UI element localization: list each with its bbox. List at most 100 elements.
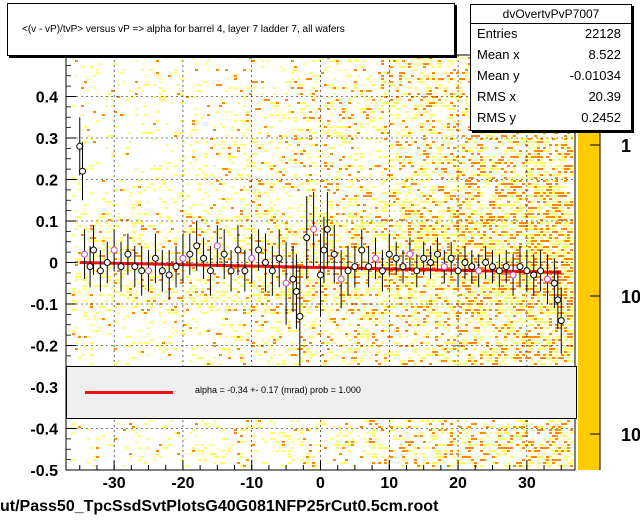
heat-cell <box>300 87 303 89</box>
heat-cell <box>78 183 81 185</box>
heat-cell <box>162 246 165 248</box>
heat-cell <box>333 132 336 134</box>
heat-cell <box>132 249 135 251</box>
heat-cell <box>138 447 141 449</box>
heat-cell <box>435 327 438 329</box>
heat-cell <box>501 273 504 275</box>
heat-cell <box>405 135 408 137</box>
heat-cell <box>384 285 387 287</box>
heat-cell <box>435 201 438 203</box>
heat-cell <box>339 429 342 431</box>
heat-cell <box>141 240 144 242</box>
heat-cell <box>132 204 135 206</box>
heat-cell <box>417 222 420 224</box>
heat-cell <box>390 420 393 422</box>
heat-cell <box>504 171 507 173</box>
heat-cell <box>324 84 327 86</box>
heat-cell <box>282 243 285 245</box>
heat-cell <box>225 312 228 314</box>
heat-cell <box>147 309 150 311</box>
heat-cell <box>435 312 438 314</box>
heat-cell <box>360 153 363 155</box>
heat-cell <box>393 429 396 431</box>
heat-cell <box>132 261 135 263</box>
heat-cell <box>411 288 414 290</box>
heat-cell <box>102 306 105 308</box>
heat-cell <box>450 114 453 116</box>
heat-cell <box>261 183 264 185</box>
heat-cell <box>135 255 138 257</box>
heat-cell <box>444 420 447 422</box>
heat-cell <box>234 279 237 281</box>
heat-cell <box>348 204 351 206</box>
heat-cell <box>369 207 372 209</box>
heat-cell <box>171 333 174 335</box>
heat-cell <box>198 234 201 236</box>
heat-cell <box>336 63 339 65</box>
heat-cell <box>474 210 477 212</box>
heat-cell <box>180 279 183 281</box>
heat-cell <box>501 279 504 281</box>
heat-cell <box>228 357 231 359</box>
heat-cell <box>462 255 465 257</box>
heat-cell <box>432 201 435 203</box>
heat-cell <box>273 273 276 275</box>
heat-cell <box>360 156 363 158</box>
heat-cell <box>330 249 333 251</box>
heat-cell <box>360 333 363 335</box>
heat-cell <box>276 441 279 443</box>
heat-cell <box>351 360 354 362</box>
heat-cell <box>327 255 330 257</box>
heat-cell <box>264 441 267 443</box>
heat-cell <box>72 423 75 425</box>
heat-cell <box>375 429 378 431</box>
heat-cell <box>255 141 258 143</box>
heat-cell <box>87 438 90 440</box>
heat-cell <box>288 456 291 458</box>
heat-cell <box>153 246 156 248</box>
heat-cell <box>456 84 459 86</box>
heat-cell <box>399 123 402 125</box>
heat-cell <box>324 309 327 311</box>
heat-cell <box>375 216 378 218</box>
heat-cell <box>306 462 309 464</box>
heat-cell <box>465 243 468 245</box>
heat-cell <box>459 261 462 263</box>
heat-cell <box>297 270 300 272</box>
heat-cell <box>435 243 438 245</box>
heat-cell <box>408 426 411 428</box>
heat-cell <box>318 243 321 245</box>
heat-cell <box>240 456 243 458</box>
heat-cell <box>267 210 270 212</box>
heat-cell <box>87 336 90 338</box>
heat-cell <box>498 342 501 344</box>
heat-cell <box>474 228 477 230</box>
heat-cell <box>228 168 231 170</box>
heat-cell <box>465 219 468 221</box>
heat-cell <box>87 306 90 308</box>
heat-cell <box>291 129 294 131</box>
heat-cell <box>336 135 339 137</box>
heat-cell <box>390 84 393 86</box>
heat-cell <box>336 222 339 224</box>
heat-cell <box>480 237 483 239</box>
heat-cell <box>414 426 417 428</box>
heat-cell <box>246 459 249 461</box>
heat-cell <box>261 315 264 317</box>
heat-cell <box>198 249 201 251</box>
heat-cell <box>501 276 504 278</box>
heat-cell <box>237 291 240 293</box>
heat-cell <box>141 246 144 248</box>
heat-cell <box>483 138 486 140</box>
heat-cell <box>438 420 441 422</box>
heat-cell <box>438 201 441 203</box>
heat-cell <box>294 174 297 176</box>
heat-cell <box>441 345 444 347</box>
heat-cell <box>246 426 249 428</box>
heat-cell <box>303 297 306 299</box>
heat-cell <box>369 357 372 359</box>
heat-cell <box>492 177 495 179</box>
heat-cell <box>222 207 225 209</box>
heat-cell <box>99 306 102 308</box>
heat-cell <box>165 348 168 350</box>
